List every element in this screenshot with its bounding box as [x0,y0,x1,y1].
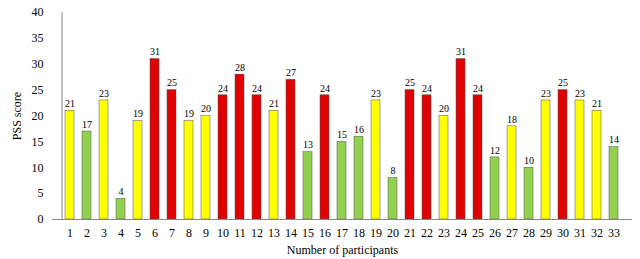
svg-text:24: 24 [218,83,228,94]
svg-text:21: 21 [269,98,279,109]
svg-text:15: 15 [302,226,314,240]
svg-text:21: 21 [65,98,75,109]
svg-text:25: 25 [558,77,568,88]
svg-text:24: 24 [473,83,483,94]
svg-text:17: 17 [336,226,348,240]
svg-text:4: 4 [119,186,124,197]
svg-text:30: 30 [557,226,569,240]
svg-text:23: 23 [438,226,450,240]
svg-text:21: 21 [592,98,602,109]
svg-text:27: 27 [506,226,518,240]
svg-text:5: 5 [135,226,141,240]
svg-text:Number of participants: Number of participants [287,243,399,257]
svg-text:24: 24 [455,226,467,240]
svg-text:18: 18 [353,226,365,240]
svg-text:16: 16 [319,226,331,240]
svg-text:10: 10 [217,226,229,240]
svg-text:4: 4 [118,226,124,240]
svg-text:19: 19 [184,108,194,119]
svg-text:0: 0 [38,212,44,226]
svg-text:23: 23 [371,88,381,99]
svg-text:20: 20 [439,103,449,114]
svg-text:19: 19 [370,226,382,240]
svg-text:25: 25 [167,77,177,88]
svg-text:23: 23 [575,88,585,99]
svg-text:PSS score: PSS score [10,92,24,140]
svg-text:6: 6 [152,226,158,240]
svg-text:18: 18 [507,114,517,125]
svg-text:22: 22 [421,226,433,240]
svg-text:16: 16 [354,124,364,135]
svg-text:29: 29 [540,226,552,240]
svg-text:1: 1 [67,226,73,240]
svg-text:7: 7 [169,226,175,240]
svg-text:14: 14 [609,134,619,145]
svg-text:15: 15 [337,129,347,140]
svg-text:30: 30 [32,57,44,71]
svg-text:2: 2 [84,226,90,240]
svg-text:25: 25 [472,226,484,240]
svg-text:14: 14 [285,226,297,240]
svg-text:27: 27 [286,67,296,78]
svg-text:12: 12 [251,226,263,240]
svg-text:33: 33 [608,226,620,240]
svg-text:15: 15 [32,135,44,149]
svg-text:10: 10 [32,161,44,175]
svg-text:31: 31 [574,226,586,240]
svg-text:3: 3 [101,226,107,240]
svg-text:9: 9 [203,226,209,240]
svg-text:12: 12 [490,145,500,156]
svg-text:19: 19 [133,108,143,119]
svg-text:10: 10 [524,155,534,166]
svg-text:31: 31 [456,46,466,57]
svg-text:8: 8 [186,226,192,240]
svg-text:23: 23 [99,88,109,99]
svg-text:35: 35 [32,31,44,45]
svg-text:8: 8 [391,165,396,176]
svg-text:24: 24 [422,83,432,94]
svg-text:31: 31 [150,46,160,57]
svg-text:20: 20 [201,103,211,114]
svg-text:28: 28 [235,62,245,73]
svg-text:26: 26 [489,226,501,240]
svg-text:13: 13 [268,226,280,240]
svg-text:11: 11 [234,226,246,240]
svg-text:25: 25 [32,83,44,97]
svg-text:40: 40 [32,5,44,19]
svg-text:5: 5 [38,186,44,200]
svg-text:24: 24 [252,83,262,94]
svg-text:24: 24 [320,83,330,94]
svg-text:32: 32 [591,226,603,240]
svg-text:20: 20 [32,109,44,123]
svg-text:25: 25 [405,77,415,88]
svg-text:28: 28 [523,226,535,240]
svg-text:23: 23 [541,88,551,99]
svg-text:20: 20 [387,226,399,240]
svg-text:17: 17 [82,119,92,130]
svg-text:21: 21 [404,226,416,240]
svg-text:13: 13 [303,139,313,150]
